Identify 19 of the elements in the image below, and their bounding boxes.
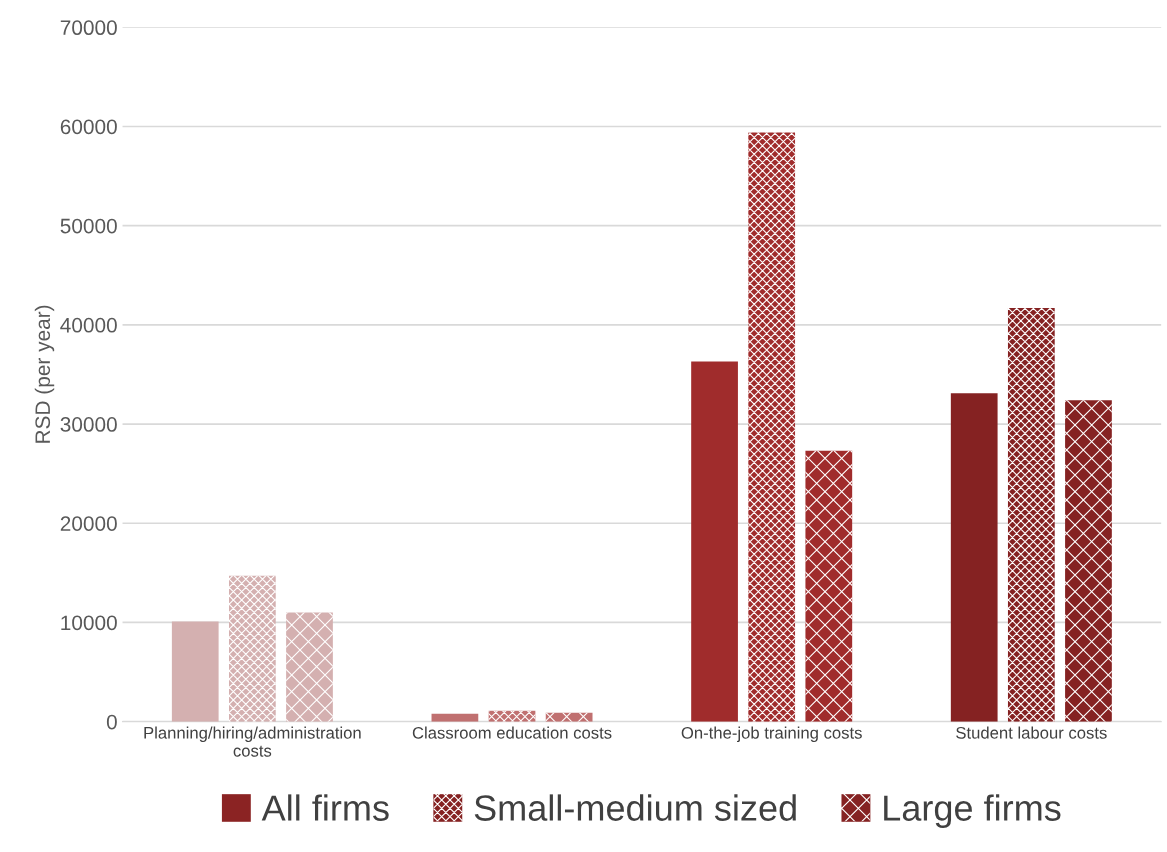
legend-label: All firms	[261, 794, 389, 821]
y-axis-title: RSD (per year)	[34, 305, 55, 443]
y-tick-label: 10000	[61, 615, 117, 631]
y-tick-label: 70000	[60, 20, 117, 36]
y-tick-label: 40000	[60, 317, 117, 333]
y-tick-label: 0	[106, 714, 117, 730]
legend-label: Small-medium sized	[474, 794, 796, 821]
y-tick-label: 30000	[60, 417, 117, 432]
bar	[950, 393, 998, 722]
x-tick-label: On-the-job training costs	[681, 726, 862, 743]
y-tick-label: 20000	[60, 516, 117, 531]
x-tick-label: Student labour costs	[956, 726, 1107, 739]
legend-label: Large firms	[884, 794, 1061, 829]
bar	[171, 621, 219, 722]
y-tick-label: 50000	[60, 218, 117, 234]
x-tick-label: Classroom education costs	[412, 726, 612, 739]
y-tick-label: 60000	[60, 119, 117, 135]
bar	[691, 361, 738, 722]
x-tick-label: Planning/hiring/administration costs	[144, 726, 361, 757]
